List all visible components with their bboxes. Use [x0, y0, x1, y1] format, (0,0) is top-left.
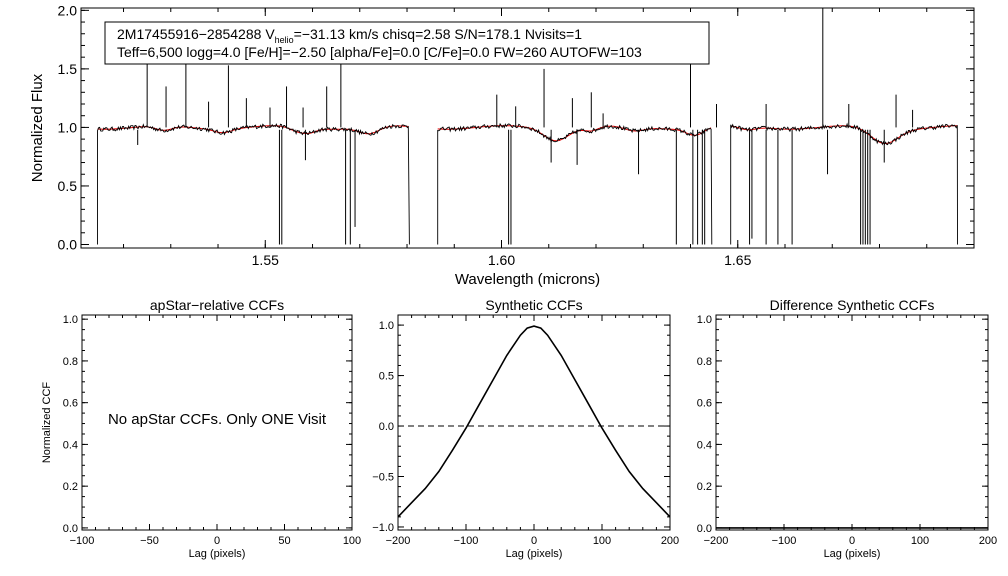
difference-ccf-ytick-label: 0.2	[697, 481, 712, 493]
synthetic-ccf-xtick-label: 200	[661, 535, 679, 547]
spectrum-ytick-label: 1.0	[58, 119, 78, 135]
apstar-ccf-xtick-label: −100	[70, 535, 95, 547]
difference-ccf-ytick-label: 0.8	[697, 356, 712, 368]
info-line-2: Teff=6,500 logg=4.0 [Fe/H]=−2.50 [alpha/…	[117, 44, 642, 60]
difference-ccf-xtick-label: 200	[979, 535, 997, 547]
spectrum-xtick-label: 1.65	[724, 252, 751, 268]
observed-spectrum-chip-2	[437, 122, 713, 245]
difference-ccf-xtick-label: −100	[772, 535, 797, 547]
vhelio-and-stats: =−31.13 km/s chisq=2.58 S/N=178.1 Nvisit…	[294, 26, 583, 42]
info-box-frame	[104, 21, 710, 65]
synthetic-ccf-ytick-label: −0.5	[372, 472, 394, 484]
apstar-ccf-ytick-label: 0.8	[63, 356, 78, 368]
difference-ccf-xlabel: Lag (pixels)	[824, 548, 881, 560]
spectrum-series	[97, 8, 958, 245]
apstar-ccf-ytick-label: 0.6	[63, 398, 78, 410]
synthetic-ccf-ytick-label: 0.0	[379, 421, 394, 433]
apstar-ccf-title: apStar−relative CCFs	[150, 297, 284, 313]
apstar-ccf-xlabel: Lag (pixels)	[189, 548, 246, 560]
apstar-ccf-xtick-label: 50	[278, 535, 290, 547]
synthetic-ccf-curve	[397, 325, 671, 518]
difference-ccf-xtick-label: −200	[704, 535, 729, 547]
spectrum-ylabel: Normalized Flux	[29, 73, 46, 182]
apstar-ccf-axes: −100 −50 0 50 100 0.0 0.2 0.4 0.6 0.8 1.0 Lag (pixe…	[41, 297, 361, 560]
synthetic-ccf-xtick-label: 100	[593, 535, 611, 547]
apstar-ccf-ytick-label: 1.0	[63, 314, 78, 326]
info-box: 2M17455916−2854288 Vhelio=−31.13 km/s ch…	[104, 21, 710, 65]
synthetic-ccf-ytick-label: −1.0	[372, 522, 394, 534]
spectrum-xtick-label: 1.55	[252, 252, 279, 268]
difference-ccf-ytick-label: 0.6	[697, 398, 712, 410]
star-id: 2M17455916−2854288	[117, 26, 265, 42]
spectrum-ytick-label: 0.5	[58, 178, 78, 194]
apstar-ccf-ytick-label: 0.4	[63, 439, 78, 451]
apstar-ccf-xtick-label: 0	[214, 535, 220, 547]
difference-ccf-xtick-label: 0	[849, 535, 855, 547]
no-ccf-annotation: No apStar CCFs. Only ONE Visit	[108, 411, 327, 428]
difference-ccf-axes: −200 −100 0 100 200 0.0 0.2 0.4 0.6 0.8 1.0 Lag (pi…	[697, 297, 997, 560]
spectrum-axes: 1.55 1.60 1.65 0.0 0.5 1.0 1.5 2.0 Wavelength (m…	[29, 2, 975, 288]
difference-ccf-title: Difference Synthetic CCFs	[770, 297, 935, 313]
synthetic-ccf-ytick-label: 0.5	[379, 371, 394, 383]
difference-ccf-ytick-label: 0.0	[697, 523, 712, 535]
difference-ccf-ytick-label: 0.4	[697, 439, 712, 451]
spectrum-xlabel: Wavelength (microns)	[455, 271, 600, 288]
vhelio-subscript: helio	[275, 35, 294, 45]
spectrum-xtick-label: 1.60	[488, 252, 515, 268]
synthetic-ccf-xtick-label: −100	[454, 535, 479, 547]
synthetic-ccf-xlabel: Lag (pixels)	[506, 548, 563, 560]
difference-ccf-xtick-label: 100	[911, 535, 929, 547]
synthetic-ccf-xtick-label: −200	[386, 535, 411, 547]
apstar-ccf-xtick-label: −50	[140, 535, 159, 547]
synthetic-ccf-ytick-label: 1.0	[379, 320, 394, 332]
synthetic-ccf-axes: −200 −100 0 100 200 −1.0 −0.5 0.0 0.5 1.0 Lag (pix…	[372, 297, 679, 560]
observed-spectrum-chip-1	[97, 123, 410, 245]
difference-ccf-ytick-label: 1.0	[697, 314, 712, 326]
synthetic-ccf-title: Synthetic CCFs	[485, 297, 582, 313]
spectrum-ytick-label: 1.5	[58, 61, 78, 77]
synthetic-ccf-frame	[397, 314, 671, 531]
spectrum-ytick-label: 0.0	[58, 236, 78, 252]
spectrum-frame	[80, 7, 975, 249]
difference-ccf-frame	[715, 314, 989, 531]
model-spectrum-chip-3	[730, 125, 958, 144]
apstar-ccf-ytick-label: 0.0	[63, 523, 78, 535]
vhelio-label: V	[265, 26, 275, 42]
synthetic-ccf-series	[397, 325, 671, 518]
apstar-ccf-xtick-label: 100	[343, 535, 361, 547]
spectrum-ytick-label: 2.0	[58, 2, 78, 18]
apstar-ccf-ytick-label: 0.2	[63, 481, 78, 493]
observed-spectrum-chip-3	[730, 122, 958, 245]
info-line-1: 2M17455916−2854288 Vhelio=−31.13 km/s ch…	[117, 26, 582, 45]
synthetic-ccf-xtick-label: 0	[531, 535, 537, 547]
apstar-ccf-ylabel: Normalized CCF	[41, 382, 53, 464]
